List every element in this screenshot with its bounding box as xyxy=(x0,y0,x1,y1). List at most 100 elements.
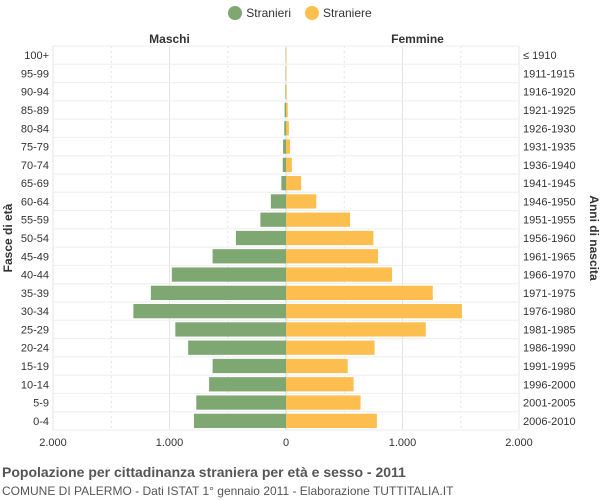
bar-female xyxy=(286,84,287,99)
legend-label-stranieri: Stranieri xyxy=(246,6,291,20)
birth-year-label: 1961-1965 xyxy=(523,251,576,263)
bar-male xyxy=(193,413,286,428)
x-tick-label: 1.000 xyxy=(389,437,417,449)
age-group-label: 30-34 xyxy=(21,306,49,318)
bar-female xyxy=(286,267,393,282)
birth-year-label: 1911-1915 xyxy=(523,68,575,80)
birth-year-label: 1926-1930 xyxy=(523,123,576,135)
bar-male xyxy=(175,322,286,337)
bar-male xyxy=(188,340,286,355)
x-tick-label: 2.000 xyxy=(39,437,67,449)
bar-male xyxy=(212,249,286,264)
age-group-label: 80-84 xyxy=(21,123,49,135)
bar-male xyxy=(196,395,286,410)
age-group-label: 40-44 xyxy=(21,270,49,282)
legend-item-stranieri: Stranieri xyxy=(228,6,291,20)
age-group-label: 55-59 xyxy=(21,215,49,227)
bar-male xyxy=(209,377,286,392)
bar-male xyxy=(133,304,286,319)
bar-male xyxy=(285,84,286,99)
bar-female xyxy=(286,413,377,428)
bar-male xyxy=(284,121,286,136)
left-axis-title: Fasce di età xyxy=(1,203,15,272)
bar-male xyxy=(235,230,286,246)
bar-female xyxy=(286,322,426,337)
age-group-label: 45-49 xyxy=(21,251,49,263)
bar-female xyxy=(286,395,361,410)
age-group-label: 85-89 xyxy=(21,105,49,117)
birth-year-label: 1976-1980 xyxy=(523,306,576,318)
birth-year-label: 1941-1945 xyxy=(523,178,576,190)
bar-male xyxy=(282,157,286,172)
age-group-label: 20-24 xyxy=(21,343,49,355)
legend-swatch-stranieri xyxy=(228,6,243,20)
bar-female xyxy=(286,249,379,264)
bar-male xyxy=(212,358,286,374)
bar-male xyxy=(150,285,286,300)
age-group-label: 70-74 xyxy=(21,160,49,172)
age-group-label: 95-99 xyxy=(21,68,49,80)
age-group-label: 0-4 xyxy=(33,416,49,428)
birth-year-label: 1931-1935 xyxy=(523,142,576,154)
bar-male xyxy=(270,194,286,209)
x-tick-label: 1.000 xyxy=(156,437,184,449)
bar-male xyxy=(285,66,287,81)
bar-male xyxy=(171,267,286,282)
bar-female xyxy=(286,340,375,355)
bar-female xyxy=(286,102,288,118)
right-axis-title: Anni di nascita xyxy=(587,195,600,281)
legend-item-straniere: Straniere xyxy=(304,6,372,20)
legend-swatch-straniere xyxy=(304,6,319,20)
birth-year-label: 1996-2000 xyxy=(523,379,576,391)
chart-subtitle: COMUNE DI PALERMO - Dati ISTAT 1° gennai… xyxy=(2,484,454,498)
bar-female xyxy=(286,358,348,374)
birth-year-label: 1981-1985 xyxy=(523,324,576,336)
bar-female xyxy=(286,176,302,191)
birth-year-label: ≤ 1910 xyxy=(523,50,557,62)
birth-year-label: 1951-1955 xyxy=(523,215,576,227)
age-group-label: 75-79 xyxy=(21,142,49,154)
age-group-label: 50-54 xyxy=(21,233,49,245)
header-female: Femmine xyxy=(391,32,444,46)
bar-male xyxy=(284,102,286,118)
birth-year-label: 1991-1995 xyxy=(523,361,576,373)
chart-title: Popolazione per cittadinanza straniera p… xyxy=(2,464,406,480)
age-group-label: 15-19 xyxy=(21,361,49,373)
x-tick-label: 0 xyxy=(283,437,289,449)
bar-female xyxy=(286,194,317,209)
bar-female xyxy=(286,157,292,172)
birth-year-label: 2006-2010 xyxy=(523,416,576,428)
bar-female xyxy=(286,304,462,319)
age-group-label: 100+ xyxy=(24,50,49,62)
bar-male xyxy=(260,212,286,227)
age-group-label: 65-69 xyxy=(21,178,49,190)
birth-year-label: 1986-1990 xyxy=(523,343,576,355)
age-group-label: 35-39 xyxy=(21,288,49,300)
bar-female xyxy=(286,48,287,63)
bar-female xyxy=(286,377,354,392)
x-tick-label: 2.000 xyxy=(505,437,533,449)
bar-female xyxy=(286,285,433,300)
bar-female xyxy=(286,212,351,227)
birth-year-label: 2001-2005 xyxy=(523,398,576,410)
age-group-label: 5-9 xyxy=(33,398,49,410)
age-group-label: 90-94 xyxy=(21,87,49,99)
birth-year-label: 1971-1975 xyxy=(523,288,576,300)
age-group-label: 10-14 xyxy=(21,379,49,391)
birth-year-label: 1921-1925 xyxy=(523,105,576,117)
birth-year-label: 1966-1970 xyxy=(523,270,576,282)
header-male: Maschi xyxy=(149,32,190,46)
birth-year-label: 1936-1940 xyxy=(523,160,576,172)
bar-female xyxy=(286,230,374,246)
legend-label-straniere: Straniere xyxy=(322,6,372,20)
bar-male xyxy=(281,176,286,191)
bar-male xyxy=(283,139,286,154)
bar-female xyxy=(286,121,289,136)
age-group-label: 25-29 xyxy=(21,324,49,336)
legend: Stranieri Straniere xyxy=(0,6,600,20)
age-group-label: 60-64 xyxy=(21,196,49,208)
birth-year-label: 1956-1960 xyxy=(523,233,576,245)
bar-female xyxy=(286,66,287,81)
birth-year-label: 1916-1920 xyxy=(523,87,576,99)
